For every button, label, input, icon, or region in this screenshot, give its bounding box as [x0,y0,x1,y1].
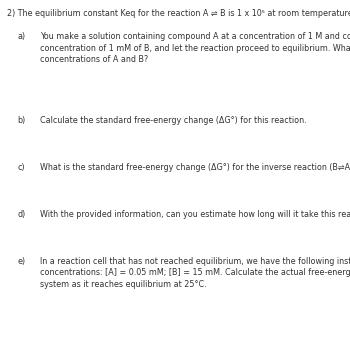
Text: You make a solution containing compound A at a concentration of 1 M and compound: You make a solution containing compound … [40,32,350,64]
Text: In a reaction cell that has not reached equilibrium, we have the following insta: In a reaction cell that has not reached … [40,257,350,289]
Text: Calculate the standard free-energy change (ΔG°) for this reaction.: Calculate the standard free-energy chang… [40,116,307,124]
Text: a): a) [18,32,26,41]
Text: 2) The equilibrium constant Keq for the reaction A ⇌ B is 1 x 10⁵ at room temper: 2) The equilibrium constant Keq for the … [7,9,350,17]
Text: d): d) [18,210,26,219]
Text: What is the standard free-energy change (ΔG°) for the inverse reaction (B⇌A)?: What is the standard free-energy change … [40,163,350,172]
Text: c): c) [18,163,25,172]
Text: b): b) [18,116,26,124]
Text: With the provided information, can you estimate how long will it take this react: With the provided information, can you e… [40,210,350,219]
Text: e): e) [18,257,26,266]
